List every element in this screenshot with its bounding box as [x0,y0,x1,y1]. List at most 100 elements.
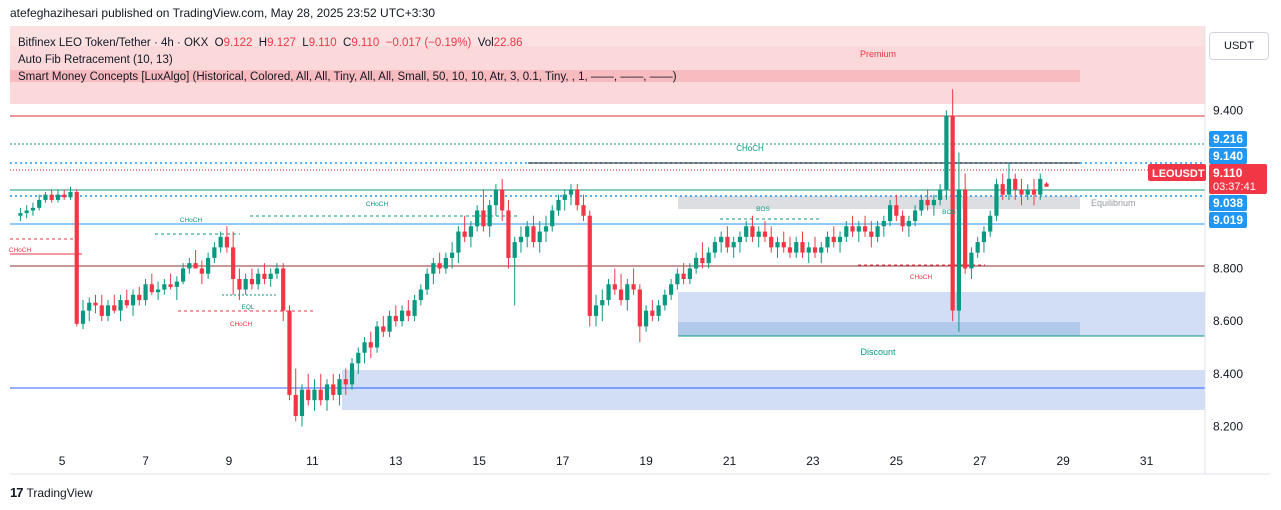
candle-body [62,194,67,198]
candle-body [775,242,780,248]
current-price-tag: 9.110 [1213,166,1243,180]
choch-label-main: CHoCH [736,144,764,153]
candle-body [224,236,229,248]
bos-label: BOS [756,206,770,213]
candle-body [155,289,161,293]
candle-body [956,189,962,311]
candle-body [531,226,536,243]
symbol-tag: LEOUSDT [1152,168,1205,180]
fib-tag-9216-bg [1209,131,1247,147]
candle-body [418,289,423,301]
candle-body [969,252,974,269]
candle-body [481,210,486,227]
price-tick-label: 9.400 [1213,103,1243,117]
candle-body [593,305,599,316]
open-value: 9.122 [223,37,253,49]
candle-body [568,189,574,195]
candle-body [1031,189,1037,195]
currency-button[interactable]: USDT [1209,32,1269,60]
candle-body [725,236,730,248]
candle-body [618,289,624,301]
candle-body [493,189,499,206]
candle-body [1006,178,1012,195]
candle-body [431,263,436,274]
fib-tag-9038-bg [1209,195,1247,211]
candle-body [99,305,104,316]
candle-body [675,273,680,285]
candle-body [781,242,786,248]
candle-body [994,184,999,216]
candle-body [900,215,905,227]
candle-body [812,247,818,253]
candle-body [913,210,918,222]
time-tick-label: 17 [556,454,570,468]
candle-body [462,231,467,237]
candle-body [681,273,686,279]
candle-body [149,284,154,293]
candle-body [374,326,380,348]
candle-body [687,268,692,279]
candle-body [74,192,79,324]
price-tick-label: 8.600 [1213,314,1243,328]
candle-body [512,242,517,258]
candle-body [105,305,111,316]
choch-label-red: CHoCH [9,247,32,254]
candle-body [331,384,336,395]
candle-body [262,273,267,279]
candle-body [581,205,586,216]
candle-body [662,294,667,306]
candle-body [587,215,592,316]
candle-body [231,247,236,279]
candle-body [643,310,649,327]
price-tick-label: 8.200 [1213,420,1243,434]
candle-body [862,226,868,232]
candle-body [87,302,92,311]
candle-body [794,242,799,253]
candle-body [800,242,805,253]
candle-body [312,389,317,401]
candle-body [450,252,455,258]
candle-body [931,199,936,206]
candle-body [525,226,530,237]
candle-body [256,273,261,285]
candle-body [299,389,305,417]
candle-body [393,315,398,322]
equilibrium-zone [678,196,1080,209]
candle-body [706,252,711,264]
ohlc-row: Bitfinex LEO Token/Tether · 4h · OKX O9.… [18,35,677,52]
candle-body [631,284,636,290]
candle-body [399,310,405,322]
time-tick-label: 21 [723,454,737,468]
tradingview-logo-icon: 17 [10,485,24,500]
candle-body [762,231,768,237]
price-tick-label: 8.800 [1213,261,1243,275]
candle-body [844,226,849,237]
candle-body [337,379,342,395]
candle-body [500,189,505,211]
candle-body [806,247,811,253]
candle-body [637,289,642,327]
low-label: L [302,37,309,49]
candle-body [919,199,924,211]
candle-body [425,273,430,290]
tradingview-brand: TradingView [26,485,93,500]
volume-label: Vol [477,37,494,49]
candle-body [293,394,298,417]
high-label: H [258,37,268,49]
candle-body [518,236,524,243]
fib-tag-9216: 9.216 [1213,132,1243,146]
candle-body [1019,189,1024,195]
candle-body [18,213,23,216]
candle-body [381,326,386,332]
candle-body [1000,184,1005,195]
candle-body [274,268,280,274]
candle-body [737,236,743,243]
candle-body [1013,178,1018,190]
time-tick-label: 11 [306,454,319,468]
symbol-title[interactable]: Bitfinex LEO Token/Tether · 4h · OKX [18,37,209,49]
indicator-fib[interactable]: Auto Fib Retracement (10, 13) [18,54,173,66]
candle-body [412,300,417,316]
indicator-smc[interactable]: Smart Money Concepts [LuxAlgo] (Historic… [18,71,677,83]
time-tick-label: 19 [639,454,653,468]
